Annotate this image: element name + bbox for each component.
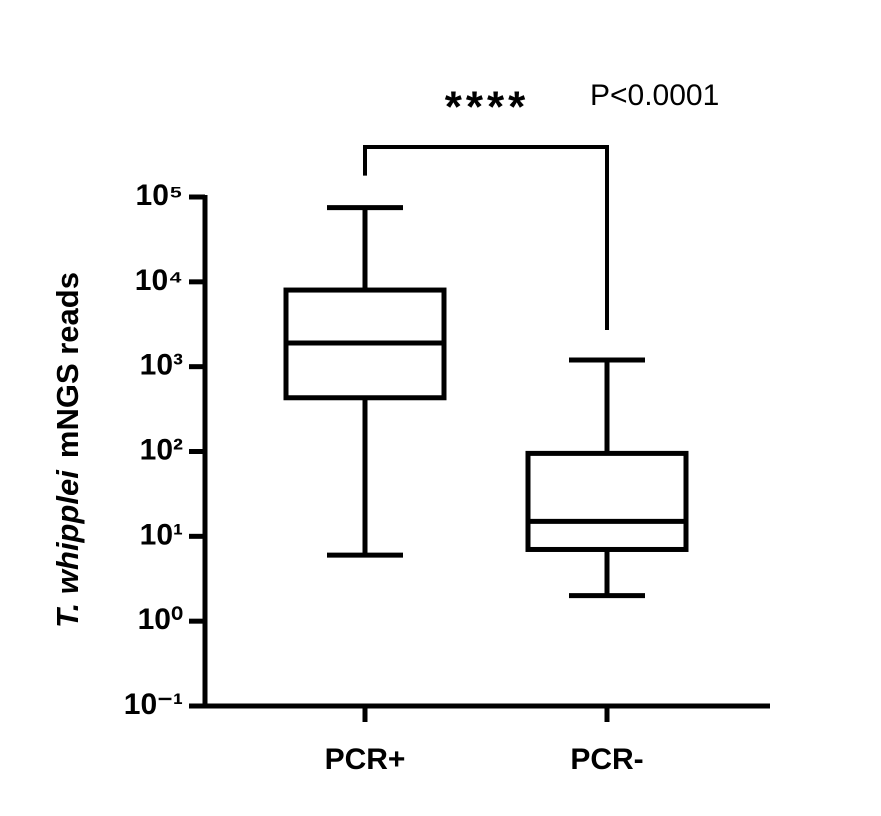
y-tick-label: 10²	[140, 433, 183, 466]
y-tick-label: 10⁴	[135, 264, 183, 297]
box	[525, 450, 689, 552]
significance-stars: ****	[445, 83, 530, 132]
y-tick-label: 10⁵	[136, 179, 183, 212]
significance-bracket	[363, 145, 609, 330]
x-tick-label: PCR-	[570, 743, 643, 776]
y-label-species: T. whipplei	[50, 469, 85, 628]
p-value: P<0.0001	[590, 79, 719, 112]
x-tick-label: PCR+	[325, 743, 406, 776]
y-tick-label: 10⁰	[138, 603, 183, 636]
y-axis-label: T. whipplei mNGS reads	[50, 272, 85, 628]
y-tick-label: 10¹	[140, 518, 183, 551]
y-label-text: mNGS reads	[50, 272, 85, 458]
y-tick-label: 10³	[140, 349, 183, 382]
y-tick-label: 10⁻¹	[124, 688, 183, 721]
